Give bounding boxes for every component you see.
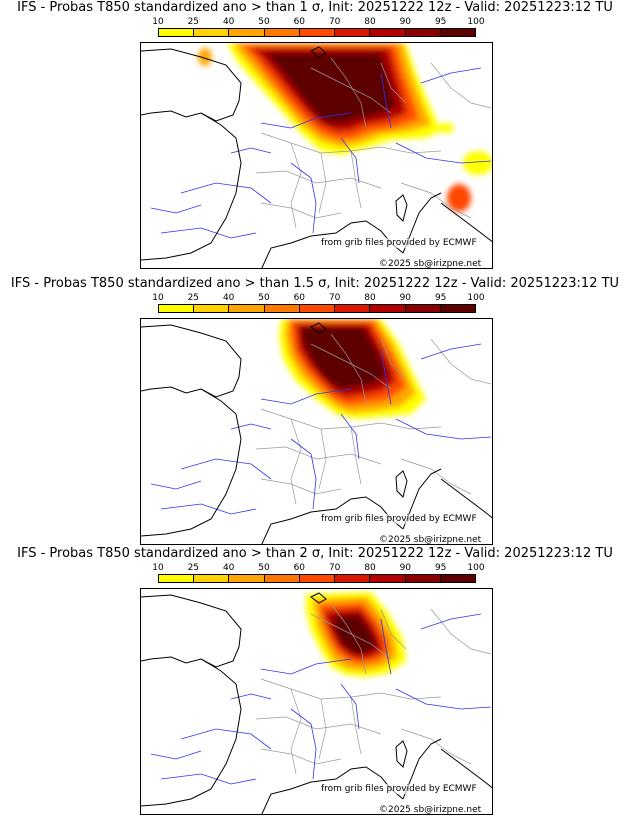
data-source-credit: from grib files provided by ECMWF bbox=[321, 238, 477, 248]
tick-label: 40 bbox=[222, 563, 235, 573]
map-svg bbox=[141, 43, 492, 268]
tick-label: 70 bbox=[328, 563, 341, 573]
tick-label: 25 bbox=[187, 17, 200, 27]
panel-title: IFS - Probas T850 standardized ano > tha… bbox=[17, 0, 613, 15]
probability-map: from grib files provided by ECMWF ©2025 … bbox=[140, 318, 493, 545]
coastline bbox=[141, 46, 492, 268]
colorbar-cell bbox=[229, 575, 265, 582]
tick-label: 10 bbox=[152, 17, 164, 27]
tick-label: 100 bbox=[467, 17, 485, 27]
tick-label: 90 bbox=[399, 563, 412, 573]
colorbar-cell bbox=[264, 575, 300, 582]
colorbar-cell bbox=[264, 305, 300, 312]
tick-label: 80 bbox=[364, 293, 376, 303]
colorbar bbox=[158, 574, 476, 583]
probability-shading bbox=[306, 592, 406, 677]
colorbar-cell bbox=[440, 575, 475, 582]
tick-label: 70 bbox=[328, 17, 341, 27]
colorbar-cell bbox=[405, 29, 441, 36]
copyright-credit: ©2025 sb@irizpne.net bbox=[379, 535, 482, 545]
colorbar-cell bbox=[229, 29, 265, 36]
colorbar-cell bbox=[159, 305, 195, 312]
map-panel-1: IFS - Probas T850 standardized ano > tha… bbox=[0, 0, 630, 270]
colorbar-cell bbox=[299, 575, 336, 582]
map-svg bbox=[141, 319, 492, 544]
colorbar-cell bbox=[194, 575, 230, 582]
tick-label: 100 bbox=[467, 563, 485, 573]
rivers bbox=[150, 613, 492, 785]
tick-label: 60 bbox=[293, 17, 306, 27]
colorbar-cell bbox=[405, 575, 441, 582]
map-panel-2: IFS - Probas T850 standardized ano > tha… bbox=[0, 276, 630, 546]
colorbar-cell bbox=[194, 29, 230, 36]
colorbar-cell bbox=[159, 575, 195, 582]
tick-label: 90 bbox=[399, 293, 412, 303]
panel-title: IFS - Probas T850 standardized ano > tha… bbox=[17, 546, 613, 561]
colorbar-cell bbox=[335, 305, 371, 312]
tick-label: 95 bbox=[434, 563, 447, 573]
tick-label: 40 bbox=[222, 17, 235, 27]
tick-label: 50 bbox=[258, 563, 270, 573]
probability-map: from grib files provided by ECMWF ©2025 … bbox=[140, 42, 493, 269]
data-source-credit: from grib files provided by ECMWF bbox=[321, 784, 477, 794]
tick-label: 90 bbox=[399, 17, 412, 27]
colorbar-cell bbox=[299, 305, 336, 312]
tick-label: 60 bbox=[293, 563, 306, 573]
tick-label: 25 bbox=[187, 563, 200, 573]
colorbar-cell bbox=[194, 305, 230, 312]
tick-label: 80 bbox=[364, 17, 376, 27]
data-source-credit: from grib files provided by ECMWF bbox=[321, 514, 477, 524]
colorbar-cell bbox=[405, 305, 441, 312]
colorbar-cell bbox=[159, 29, 195, 36]
tick-label: 25 bbox=[187, 293, 200, 303]
tick-label: 70 bbox=[328, 293, 341, 303]
tick-label: 40 bbox=[222, 293, 235, 303]
copyright-credit: ©2025 sb@irizpne.net bbox=[379, 259, 482, 269]
colorbar-cell bbox=[335, 29, 371, 36]
colorbar-cell bbox=[335, 575, 371, 582]
colorbar-cell bbox=[299, 29, 336, 36]
tick-label: 100 bbox=[467, 293, 485, 303]
tick-label: 60 bbox=[293, 293, 306, 303]
map-panel-3: IFS - Probas T850 standardized ano > tha… bbox=[0, 546, 630, 816]
colorbar-ticks: 10 25 40 50 60 70 80 90 95 100 bbox=[152, 562, 484, 574]
probability-shading bbox=[198, 43, 492, 212]
probability-map: from grib files provided by ECMWF ©2025 … bbox=[140, 588, 493, 815]
tick-label: 80 bbox=[364, 563, 376, 573]
colorbar-ticks: 10 25 40 50 60 70 80 90 95 100 bbox=[152, 16, 484, 28]
panel-title: IFS - Probas T850 standardized ano > tha… bbox=[10, 276, 620, 291]
colorbar-cell bbox=[370, 575, 406, 582]
rivers bbox=[150, 67, 492, 239]
tick-label: 95 bbox=[434, 293, 447, 303]
colorbar-ticks: 10 25 40 50 60 70 80 90 95 100 bbox=[152, 292, 484, 304]
probability-shading bbox=[279, 319, 426, 419]
tick-label: 50 bbox=[258, 17, 270, 27]
colorbar-cell bbox=[440, 305, 475, 312]
rivers bbox=[150, 343, 492, 515]
colorbar-cell bbox=[440, 29, 475, 36]
tick-label: 10 bbox=[152, 563, 164, 573]
copyright-credit: ©2025 sb@irizpne.net bbox=[379, 805, 482, 815]
colorbar-cell bbox=[370, 305, 406, 312]
colorbar-cell bbox=[229, 305, 265, 312]
map-svg bbox=[141, 592, 492, 814]
colorbar bbox=[158, 28, 476, 37]
colorbar-cell bbox=[264, 29, 300, 36]
tick-label: 50 bbox=[258, 293, 270, 303]
tick-label: 95 bbox=[434, 17, 447, 27]
colorbar-cell bbox=[370, 29, 406, 36]
tick-label: 10 bbox=[152, 293, 164, 303]
colorbar bbox=[158, 304, 476, 313]
country-borders bbox=[255, 333, 492, 505]
